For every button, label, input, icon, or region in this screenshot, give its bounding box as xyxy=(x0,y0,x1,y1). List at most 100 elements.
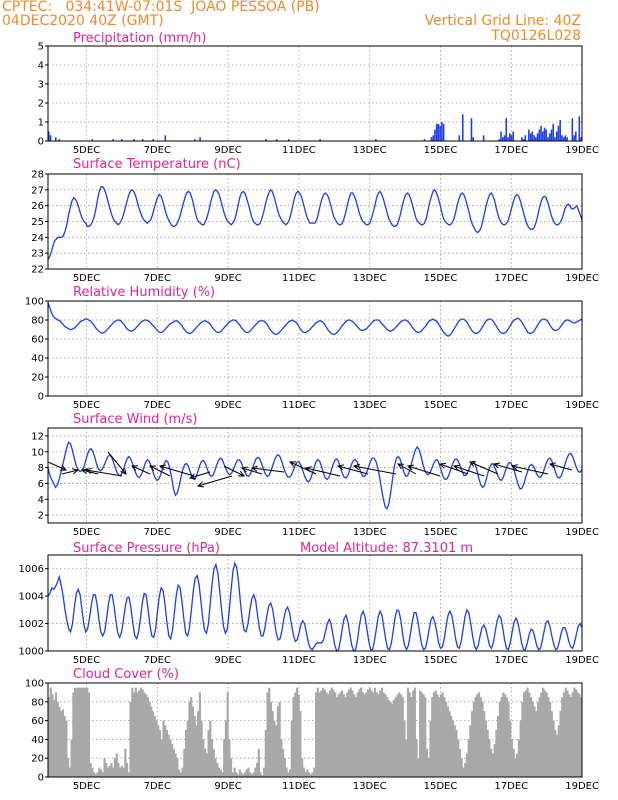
x-tick-label: 5DEC xyxy=(73,145,100,156)
cloud-bar xyxy=(434,690,437,777)
wind-arrow xyxy=(61,469,79,475)
precip-bar xyxy=(275,139,278,141)
cloud-bar xyxy=(188,701,191,777)
cloud-bar xyxy=(146,697,149,777)
cloud-bar xyxy=(212,748,215,777)
cloud-bar xyxy=(172,748,175,777)
cloud-bar xyxy=(150,706,153,777)
wind-arrow xyxy=(251,467,285,473)
cloud-bar xyxy=(157,725,160,777)
cloud-bar xyxy=(287,772,290,777)
wind-arrow-head xyxy=(438,462,447,469)
cloud-bar xyxy=(491,753,494,777)
precip-bar xyxy=(521,137,523,141)
cloud-bar xyxy=(179,772,182,777)
cloud-bar xyxy=(425,748,429,777)
precip-bar xyxy=(531,131,534,141)
cloud-bar xyxy=(138,690,141,777)
wind-arrow xyxy=(223,465,245,477)
precip-bar xyxy=(199,137,201,141)
precip-bar xyxy=(505,118,508,141)
cloud-bar xyxy=(462,767,465,777)
precip-bar xyxy=(566,137,568,141)
cloud-bar xyxy=(543,690,546,777)
wind-arrow-head xyxy=(396,463,405,470)
cloud-bar xyxy=(555,734,559,777)
y-tick-label: 1 xyxy=(38,118,44,129)
cloud-bar xyxy=(261,775,264,777)
precip-bar xyxy=(501,137,504,141)
cloud-bar xyxy=(169,739,172,777)
wind-arrow-head xyxy=(288,461,297,467)
cloud-bar xyxy=(353,694,356,777)
wind-arrow xyxy=(131,465,151,475)
x-tick-label: 7DEC xyxy=(144,655,171,666)
cloud-bar xyxy=(226,692,229,777)
cloud-bar xyxy=(438,697,441,777)
panel-annotation: Model Altitude: 87.3101 m xyxy=(300,541,473,556)
cloud-bar xyxy=(155,720,158,777)
y-tick-label: 40 xyxy=(31,354,44,365)
cloud-bar xyxy=(547,697,550,777)
wind-arrow xyxy=(337,465,369,475)
cloud-bar xyxy=(115,753,118,777)
cloud-bar xyxy=(363,694,366,777)
cloud-bar xyxy=(89,762,92,777)
precip-bar xyxy=(49,135,52,141)
precip-bar xyxy=(133,139,135,141)
cloud-bar xyxy=(347,689,351,777)
cloud-bar xyxy=(271,711,274,777)
y-tick-label: 1004 xyxy=(19,592,44,603)
wind-arrow-head xyxy=(452,464,461,471)
precip-bar xyxy=(554,137,556,141)
cloud-bar xyxy=(393,699,396,777)
wind-arrow-head xyxy=(237,470,246,477)
cloud-bar xyxy=(526,687,529,777)
cloud-bar xyxy=(578,694,581,777)
cloud-bar xyxy=(443,697,446,777)
precip-bar xyxy=(423,139,426,141)
cloud-bar xyxy=(427,758,430,777)
cloud-bar xyxy=(126,762,129,777)
cloud-bar xyxy=(72,692,75,777)
cloud-bar xyxy=(536,701,540,777)
cloud-bar xyxy=(238,769,241,777)
cloud-bar xyxy=(152,711,155,777)
cloud-bar xyxy=(334,692,337,777)
wind-arrow-head xyxy=(406,464,414,471)
cloud-bar xyxy=(365,692,368,777)
y-tick-label: 12 xyxy=(31,431,44,442)
cloud-bar xyxy=(375,692,378,777)
cloud-bar xyxy=(245,769,248,777)
y-tick-label: 4 xyxy=(38,61,44,72)
cloud-bar xyxy=(48,697,51,777)
cloud-bar xyxy=(341,690,344,777)
cloud-bar xyxy=(148,701,151,777)
cloud-bar xyxy=(455,730,458,777)
cloud-bar xyxy=(516,753,519,777)
x-tick-label: 17DEC xyxy=(494,400,528,411)
precip-bar xyxy=(510,135,513,141)
wind-arrow xyxy=(439,463,469,475)
panel-title: Surface Temperature (nC) xyxy=(73,157,241,172)
cloud-bar xyxy=(448,711,451,777)
cloud-bar xyxy=(174,753,177,777)
cloud-bar xyxy=(445,701,448,777)
x-tick-label: 19DEC xyxy=(565,655,599,666)
header-line2-right: TQ0126L028 xyxy=(491,28,581,44)
cloud-bar xyxy=(197,711,200,777)
cloud-bar xyxy=(82,687,85,777)
cloud-bar xyxy=(231,772,234,777)
wind-arrow-head xyxy=(59,465,68,471)
precip-bar xyxy=(578,116,581,141)
cloud-bar xyxy=(295,687,299,777)
cloud-bar xyxy=(379,690,382,777)
panel-title: Surface Pressure (hPa) xyxy=(73,541,220,556)
precip-bar xyxy=(573,135,575,141)
cloud-bar xyxy=(431,697,434,777)
wind-arrow xyxy=(469,461,499,475)
wind-arrow xyxy=(85,469,123,477)
y-tick-label: 1000 xyxy=(19,647,44,658)
y-tick-label: 6 xyxy=(38,479,44,490)
cloud-bar xyxy=(94,774,97,777)
